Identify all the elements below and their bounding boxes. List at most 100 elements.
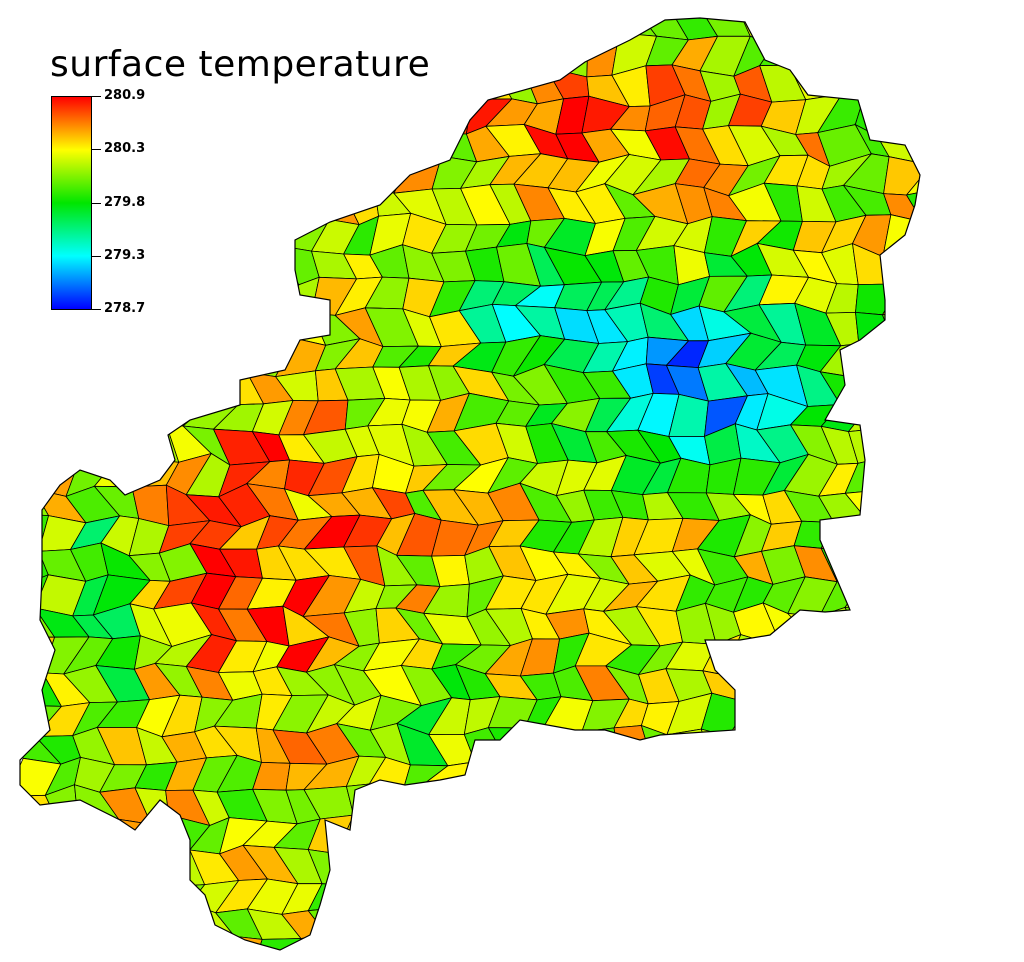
map-cell	[669, 818, 714, 857]
map-cell	[819, 607, 866, 643]
map-cell	[223, 278, 260, 314]
map-cell	[902, 93, 920, 126]
map-cell	[549, 756, 595, 793]
map-cell	[703, 755, 745, 796]
map-cell	[123, 912, 176, 936]
map-cell	[825, 725, 871, 767]
map-cell	[368, 783, 417, 819]
map-cell	[20, 95, 53, 136]
map-cell	[36, 18, 88, 43]
map-cell	[280, 196, 331, 223]
map-cell	[786, 635, 843, 673]
map-cell	[736, 759, 781, 796]
map-cell	[522, 36, 570, 70]
map-cell	[755, 906, 800, 935]
map-cell	[160, 364, 213, 403]
map-cell	[844, 765, 897, 798]
map-cell	[36, 309, 81, 341]
map-cell	[883, 62, 920, 95]
map-cell	[884, 397, 920, 429]
map-cell	[584, 881, 621, 914]
map-cell	[764, 849, 806, 884]
map-cell	[95, 933, 146, 950]
map-cell	[874, 903, 920, 946]
map-cell	[728, 817, 778, 851]
map-cell	[188, 154, 234, 195]
map-cell	[375, 18, 418, 37]
map-cell	[824, 904, 861, 940]
map-cell	[336, 873, 390, 909]
map-cell	[304, 934, 356, 950]
map-cell	[315, 18, 351, 40]
map-cell	[582, 756, 621, 793]
map-cell	[367, 123, 412, 163]
map-cell	[786, 613, 843, 640]
map-cell	[788, 39, 829, 71]
map-cell	[516, 903, 563, 936]
map-cell	[843, 935, 894, 950]
map-cell	[758, 39, 801, 67]
map-cell	[99, 152, 148, 187]
map-cell	[826, 813, 861, 856]
map-cell	[853, 641, 893, 675]
map-cell	[37, 362, 90, 403]
tick-label-min: 278.7	[104, 301, 146, 316]
map-cell	[789, 729, 834, 764]
map-cell	[912, 879, 920, 909]
map-cell	[217, 18, 270, 46]
map-cell	[345, 92, 388, 138]
map-cell	[795, 850, 829, 884]
map-cell	[843, 879, 891, 906]
map-cell	[20, 851, 58, 882]
map-cell	[912, 903, 920, 946]
map-cell	[703, 823, 741, 857]
map-cell	[396, 846, 441, 887]
map-cell	[826, 851, 864, 881]
map-cell	[183, 336, 232, 366]
map-cell	[342, 153, 380, 192]
map-cell	[882, 793, 920, 817]
tick-label: 279.3	[104, 248, 146, 263]
map-cell	[757, 694, 805, 738]
map-cell	[550, 933, 590, 950]
map-cell	[430, 875, 479, 918]
map-cell	[434, 70, 473, 103]
map-cell	[723, 634, 783, 676]
map-cell	[581, 727, 621, 766]
map-cell	[397, 94, 442, 136]
map-cell	[908, 483, 920, 525]
map-cell	[337, 906, 384, 946]
map-cell	[516, 882, 563, 908]
map-cell	[37, 872, 83, 909]
map-cell	[132, 18, 179, 40]
map-cell	[282, 18, 320, 45]
map-cell	[20, 362, 51, 400]
map-cell	[160, 343, 209, 373]
map-cell	[520, 933, 563, 950]
map-cell	[157, 216, 209, 256]
map-cell	[872, 632, 920, 667]
map-cell	[524, 725, 571, 764]
map-cell	[883, 45, 920, 69]
map-cell	[20, 462, 59, 493]
map-cell	[884, 424, 919, 457]
map-cell	[906, 302, 920, 340]
map-cell	[733, 874, 776, 908]
map-cell	[755, 874, 806, 910]
map-cell	[872, 605, 920, 648]
map-cell	[905, 156, 920, 196]
map-cell	[153, 154, 210, 195]
map-cell	[916, 753, 920, 795]
map-cell	[518, 813, 564, 855]
map-cell	[464, 782, 504, 824]
map-cell	[882, 252, 920, 285]
map-cell	[430, 915, 481, 947]
map-cell	[638, 932, 692, 950]
map-cell	[221, 100, 269, 136]
map-cell	[702, 793, 740, 827]
map-cell	[848, 851, 891, 886]
map-cell	[404, 875, 441, 918]
map-cell	[908, 455, 920, 485]
map-cell	[123, 335, 179, 373]
map-cell	[252, 160, 297, 197]
